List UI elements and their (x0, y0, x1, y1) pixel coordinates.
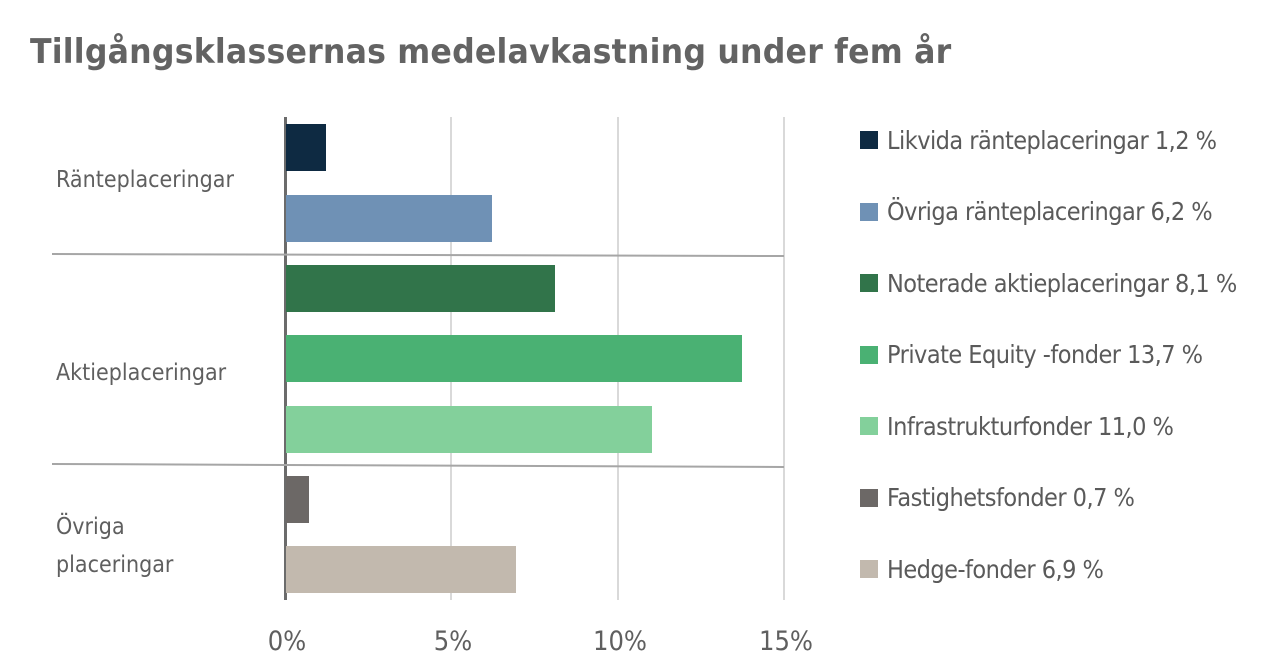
x-tick-label: 15% (758, 626, 814, 657)
group-separator (51, 463, 784, 468)
bar-noterade-aktieplaceringar (286, 265, 555, 312)
legend-item: Fastighetsfonder 0,7 % (860, 478, 1162, 518)
bar-fastighetsfonder (286, 476, 309, 523)
bar-likvida-ränteplaceringar (286, 124, 326, 171)
legend-swatch-icon (860, 202, 878, 221)
gridline (783, 117, 785, 600)
bar-hedge-fonder (286, 546, 516, 593)
legend-label: Övriga ränteplaceringar 6,2 % (887, 197, 1213, 226)
x-tick-label: 0% (267, 626, 307, 657)
legend-label: Private Equity -fonder 13,7 % (887, 340, 1203, 369)
group-separator (51, 253, 785, 257)
legend-label: Noterade aktieplaceringar 8,1 % (887, 268, 1237, 298)
legend-swatch-icon (860, 417, 878, 435)
category-label-ovriga-line1: Övriga (56, 514, 125, 540)
legend-label: Fastighetsfonder 0,7 % (887, 483, 1135, 512)
legend-item: Private Equity -fonder 13,7 % (860, 335, 1238, 375)
legend-item: Hedge-fonder 6,9 % (860, 549, 1127, 589)
legend-swatch-icon (860, 488, 878, 507)
legend-item: Övriga ränteplaceringar 6,2 % (860, 192, 1248, 232)
chart-title: Tillgångsklassernas medelavkastning unde… (30, 32, 952, 72)
legend-label: Infrastrukturfonder 11,0 % (887, 411, 1174, 441)
legend-swatch-icon (860, 560, 878, 578)
category-label-ovriga-line2: placeringar (56, 552, 174, 578)
x-tick-label: 10% (592, 626, 647, 657)
bar-infrastrukturfonder (286, 406, 652, 453)
legend-swatch-icon (860, 274, 878, 292)
legend-swatch-icon (860, 131, 878, 149)
bar-övriga-ränteplaceringar (286, 195, 492, 242)
legend-item: Infrastrukturfonder 11,0 % (860, 406, 1205, 446)
legend-item: Noterade aktieplaceringar 8,1 % (860, 263, 1276, 303)
x-tick-label: 5% (434, 626, 473, 657)
legend-swatch-icon (860, 345, 878, 364)
legend-label: Likvida ränteplaceringar 1,2 % (887, 125, 1217, 155)
bar-private-equity-fonder (286, 335, 742, 382)
category-label-ranteplaceringar: Ränteplaceringar (56, 167, 235, 193)
zero-axis-line (284, 117, 287, 600)
legend-label: Hedge-fonder 6,9 % (887, 554, 1104, 584)
category-label-aktieplaceringar: Aktieplaceringar (56, 360, 227, 386)
legend-item: Likvida ränteplaceringar 1,2 % (860, 120, 1253, 160)
